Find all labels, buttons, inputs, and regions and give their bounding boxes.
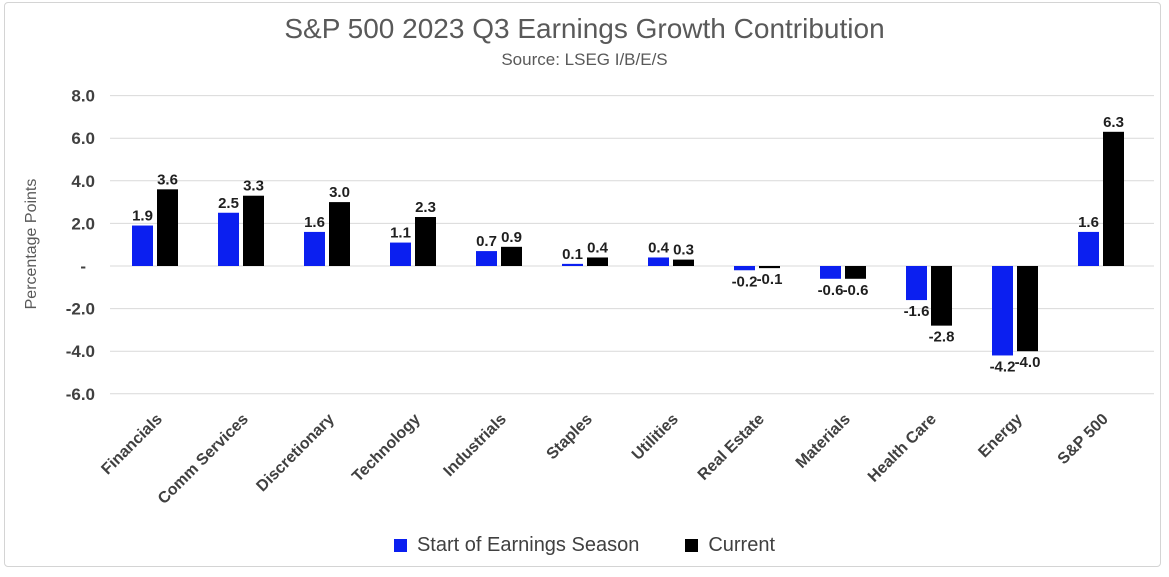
x-category-label: Industrials (441, 411, 510, 480)
bar (820, 266, 841, 279)
bar-value-label: 0.3 (673, 242, 694, 259)
bar (1078, 231, 1099, 266)
bar (243, 195, 264, 266)
bar (132, 225, 153, 266)
bar-value-label: 0.4 (648, 239, 670, 256)
y-axis-tick-label: -6.0 (66, 385, 95, 404)
x-category-label: Technology (349, 411, 424, 486)
bar (415, 217, 436, 266)
legend-swatch-black-icon (685, 538, 699, 552)
bar (845, 266, 866, 279)
bar-value-label: 1.9 (132, 208, 153, 225)
bar-value-label: -0.6 (843, 282, 869, 299)
x-category-label: Health Care (865, 411, 940, 486)
legend-swatch-blue-icon (393, 538, 407, 552)
bar (734, 266, 755, 271)
bar (759, 266, 780, 269)
bar (587, 257, 608, 266)
bar (931, 266, 952, 326)
legend-item-current: Current (685, 534, 775, 557)
bar (648, 257, 669, 266)
y-axis-tick-label: 8.0 (71, 87, 95, 106)
bar (992, 266, 1013, 356)
x-category-label: S&P 500 (1055, 411, 1112, 468)
bar-value-label: 3.6 (157, 171, 178, 188)
bar (673, 259, 694, 266)
x-category-label: Utilities (629, 411, 682, 464)
bar (501, 246, 522, 266)
bar-value-label: 0.9 (501, 229, 522, 246)
legend-label-start-of-earnings-season: Start of Earnings Season (416, 533, 640, 556)
bar-value-label: -2.8 (929, 329, 955, 346)
legend: Start of Earnings Season Current (0, 531, 1169, 559)
bar-value-label: 1.1 (390, 225, 411, 242)
x-category-label: Staples (544, 411, 596, 463)
legend-item-start-of-earnings-season: Start of Earnings Season (393, 533, 640, 557)
y-axis-tick-label: -4.0 (66, 342, 95, 361)
bar (1017, 266, 1038, 352)
x-category-label: Materials (793, 411, 854, 472)
bar (390, 242, 411, 266)
bar-value-label: 3.0 (329, 184, 350, 201)
bar (906, 266, 927, 301)
bar-value-label: 0.7 (476, 233, 497, 250)
bar (562, 263, 583, 266)
bar-value-label: 0.4 (587, 239, 609, 256)
bar-value-label: -1.6 (904, 303, 930, 320)
x-category-label: Energy (975, 411, 1025, 461)
y-axis-tick-label: - (80, 257, 86, 276)
bar-value-label: -0.6 (818, 282, 844, 299)
y-axis-title: Percentage Points (23, 179, 40, 310)
bar-value-label: 6.3 (1103, 114, 1124, 131)
bar-value-label: 1.6 (1078, 214, 1099, 231)
bar-value-label: 2.5 (218, 195, 239, 212)
y-axis-tick-label: 4.0 (71, 172, 95, 191)
bar-value-label: -0.2 (732, 273, 758, 290)
bar (157, 189, 178, 266)
x-category-label: Financials (98, 411, 165, 478)
bar-value-label: -4.2 (990, 358, 1016, 375)
x-category-label: Discretionary (253, 411, 337, 495)
bar (218, 212, 239, 266)
bar-value-label: 2.3 (415, 199, 436, 216)
bar-value-label: -4.0 (1015, 354, 1041, 371)
y-axis-tick-label: 6.0 (71, 129, 95, 148)
y-axis-tick-label: 2.0 (71, 214, 95, 233)
bar (476, 251, 497, 266)
bar-value-label: 3.3 (243, 178, 264, 195)
chart-title: S&P 500 2023 Q3 Earnings Growth Contribu… (284, 13, 885, 44)
bar-value-label: -0.1 (757, 271, 783, 288)
chart-card (4, 2, 1161, 567)
x-category-label: Real Estate (695, 411, 768, 484)
bar-value-label: 1.6 (304, 214, 325, 231)
bar (1103, 131, 1124, 266)
bar (329, 202, 350, 266)
chart-subtitle: Source: LSEG I/B/E/S (501, 50, 668, 69)
bar (304, 231, 325, 266)
x-category-label: Comm Services (155, 411, 252, 508)
bar-value-label: 0.1 (562, 246, 583, 263)
legend-label-current: Current (708, 533, 776, 556)
y-axis-tick-label: -2.0 (66, 300, 95, 319)
